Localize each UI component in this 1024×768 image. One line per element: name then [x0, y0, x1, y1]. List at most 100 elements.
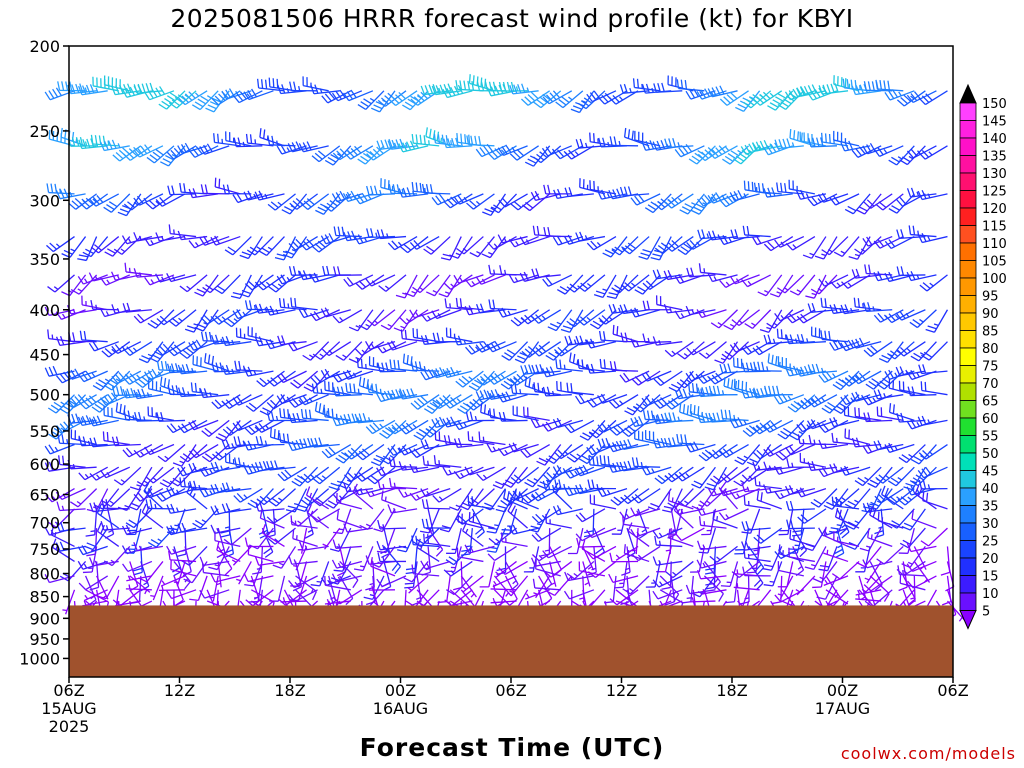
wind-barb	[763, 187, 793, 198]
wind-barb	[365, 341, 396, 350]
wind-barb	[820, 330, 849, 343]
wind-barb	[661, 561, 672, 590]
wind-barb	[245, 589, 274, 607]
wind-barb	[222, 184, 252, 195]
wind-barb	[906, 187, 937, 198]
colorbar-swatch	[959, 190, 977, 209]
wind-barb	[160, 145, 186, 167]
wind-barb	[652, 527, 683, 539]
wind-barb	[387, 419, 418, 435]
wind-barb	[298, 394, 329, 406]
wind-barb	[925, 309, 949, 333]
wind-barb	[50, 525, 75, 548]
wind-barb	[608, 573, 639, 583]
wind-barb	[619, 460, 650, 472]
wind-barb	[697, 145, 727, 162]
wind-barb	[668, 528, 694, 548]
wind-barb	[907, 386, 937, 397]
colorbar-label: 30	[982, 517, 999, 532]
wind-barb	[456, 236, 484, 255]
wind-barb	[77, 236, 98, 262]
wind-barb	[96, 504, 120, 529]
wind-barb	[917, 190, 948, 201]
wind-barb	[89, 193, 120, 207]
wind-barb	[818, 370, 849, 383]
wind-barb	[172, 444, 197, 467]
colorbar-swatch	[959, 347, 977, 366]
wind-barb	[276, 274, 307, 285]
wind-barb	[97, 575, 120, 600]
wind-barb	[256, 488, 285, 506]
wind-barb	[776, 182, 804, 195]
wind-barb	[533, 382, 561, 396]
colorbar-label: 80	[982, 342, 999, 357]
wind-barb	[774, 235, 805, 248]
wind-barb	[807, 394, 838, 408]
wind-barb	[862, 394, 893, 406]
wind-barb	[409, 309, 440, 319]
wind-barb	[77, 545, 108, 556]
wind-barb	[502, 466, 529, 488]
wind-barb	[133, 268, 163, 278]
wind-barb	[276, 144, 307, 155]
wind-barb	[802, 236, 827, 259]
wind-barb	[380, 309, 407, 331]
wind-barb	[627, 522, 650, 547]
wind-barb	[723, 376, 749, 396]
wind-barb	[691, 466, 716, 489]
wind-barb	[83, 589, 108, 602]
wind-barb	[467, 431, 495, 446]
wind-barb	[654, 535, 683, 548]
wind-barb	[499, 265, 528, 276]
wind-barb	[421, 499, 451, 510]
wind-barb	[564, 335, 594, 346]
wind-barb	[52, 538, 75, 562]
wind-barb	[201, 419, 230, 438]
wind-barb	[555, 359, 583, 372]
wind-barb	[453, 419, 484, 431]
wind-barb	[475, 274, 506, 285]
wind-barb	[354, 413, 384, 424]
wind-barb	[103, 193, 131, 213]
wind-barb	[741, 274, 771, 288]
wind-barb	[259, 509, 285, 529]
wind-barb	[501, 341, 529, 361]
wind-barb	[564, 419, 595, 434]
wind-barb	[411, 182, 440, 195]
wind-barb	[395, 274, 418, 299]
wind-barb	[536, 444, 562, 466]
wind-barb	[387, 388, 418, 400]
wind-barb	[254, 461, 285, 472]
wind-barb	[233, 137, 263, 148]
wind-barb	[691, 488, 716, 511]
wind-barb	[501, 532, 528, 548]
wind-barb	[906, 271, 937, 282]
wind-barb	[862, 559, 893, 569]
wind-barb	[614, 561, 628, 589]
wind-barb	[542, 419, 573, 432]
wind-barb	[344, 443, 374, 460]
wind-barb	[586, 363, 617, 374]
wind-barb	[420, 487, 451, 498]
colorbar-label: 130	[982, 167, 1007, 182]
y-tick-label: 700	[29, 514, 60, 533]
wind-barb	[586, 527, 617, 539]
wind-barb	[290, 297, 318, 311]
wind-barb	[910, 444, 937, 465]
wind-barb	[582, 561, 591, 587]
wind-barb	[377, 362, 407, 373]
wind-barb	[664, 138, 694, 149]
wind-barb	[522, 193, 551, 212]
wind-barb	[70, 274, 98, 295]
wind-barb	[475, 303, 506, 314]
wind-barb	[421, 183, 451, 195]
wind-barb	[563, 486, 595, 497]
wind-barb	[821, 236, 849, 256]
wind-barb	[623, 127, 650, 147]
colorbar-swatch	[959, 172, 977, 191]
wind-barb	[170, 560, 197, 577]
wind-barb	[567, 527, 584, 555]
wind-barb	[370, 557, 396, 577]
wind-barb	[69, 488, 98, 508]
wind-barb	[299, 437, 329, 449]
